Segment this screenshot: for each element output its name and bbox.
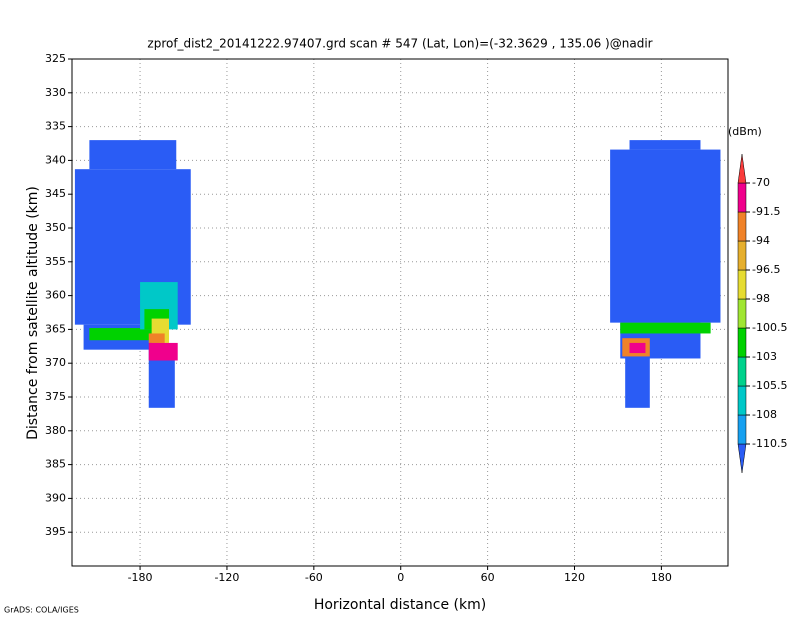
colorbar-segment [737, 240, 747, 271]
cell [620, 322, 711, 334]
colorbar-title: (dBm) [728, 125, 762, 138]
y-tick-label: 355 [45, 255, 66, 268]
cell [625, 356, 650, 408]
cell [89, 140, 177, 170]
y-tick-label: 365 [45, 322, 66, 335]
colorbar-segment [737, 385, 747, 416]
colorbar-label: -110.5 [752, 437, 787, 450]
x-tick-label: 0 [397, 571, 404, 584]
cell [629, 342, 646, 354]
y-tick-label: 385 [45, 458, 66, 471]
colorbar-segment [737, 211, 747, 242]
colorbar-label: -70 [752, 176, 770, 189]
colorbar-segment [737, 327, 747, 358]
y-tick-label: 340 [45, 153, 66, 166]
y-tick-label: 345 [45, 187, 66, 200]
x-axis-title: Horizontal distance (km) [314, 597, 486, 613]
colorbar-segment [737, 443, 747, 474]
x-tick-label: 60 [481, 571, 495, 584]
cell [148, 342, 178, 361]
colorbar-segment [737, 153, 747, 184]
cell [629, 140, 701, 150]
x-tick-label: -60 [305, 571, 323, 584]
x-tick-label: -180 [128, 571, 153, 584]
y-tick-label: 330 [45, 86, 66, 99]
x-tick-label: 120 [564, 571, 585, 584]
y-tick-label: 360 [45, 289, 66, 302]
colorbar-segment [737, 414, 747, 445]
colorbar-label: -96.5 [752, 263, 780, 276]
cell [610, 149, 721, 323]
x-tick-label: 180 [651, 571, 672, 584]
colorbar-label: -91.5 [752, 205, 780, 218]
y-tick-label: 375 [45, 390, 66, 403]
plot-frame [71, 58, 729, 567]
colorbar-segment [737, 356, 747, 387]
colorbar-segment [737, 182, 747, 213]
cell [89, 328, 159, 341]
colorbar-segment [737, 298, 747, 329]
cell [148, 333, 165, 343]
y-tick-label: 390 [45, 491, 66, 504]
colorbar-label: -103 [752, 350, 777, 363]
colorbar-label: -105.5 [752, 379, 787, 392]
y-tick-label: 370 [45, 356, 66, 369]
y-tick-label: 325 [45, 52, 66, 65]
chart-title: zprof_dist2_20141222.97407.grd scan # 54… [147, 37, 652, 51]
y-tick-label: 395 [45, 525, 66, 538]
y-axis-title: Distance from satellite altitude (km) [25, 186, 41, 440]
colorbar-label: -94 [752, 234, 770, 247]
colorbar-label: -98 [752, 292, 770, 305]
footer: GrADS: COLA/IGES [4, 606, 79, 615]
y-tick-label: 380 [45, 424, 66, 437]
colorbar-label: -100.5 [752, 321, 787, 334]
colorbar-label: -108 [752, 408, 777, 421]
y-tick-label: 350 [45, 221, 66, 234]
x-tick-label: -120 [214, 571, 239, 584]
y-tick-label: 335 [45, 120, 66, 133]
colorbar-segment [737, 269, 747, 300]
